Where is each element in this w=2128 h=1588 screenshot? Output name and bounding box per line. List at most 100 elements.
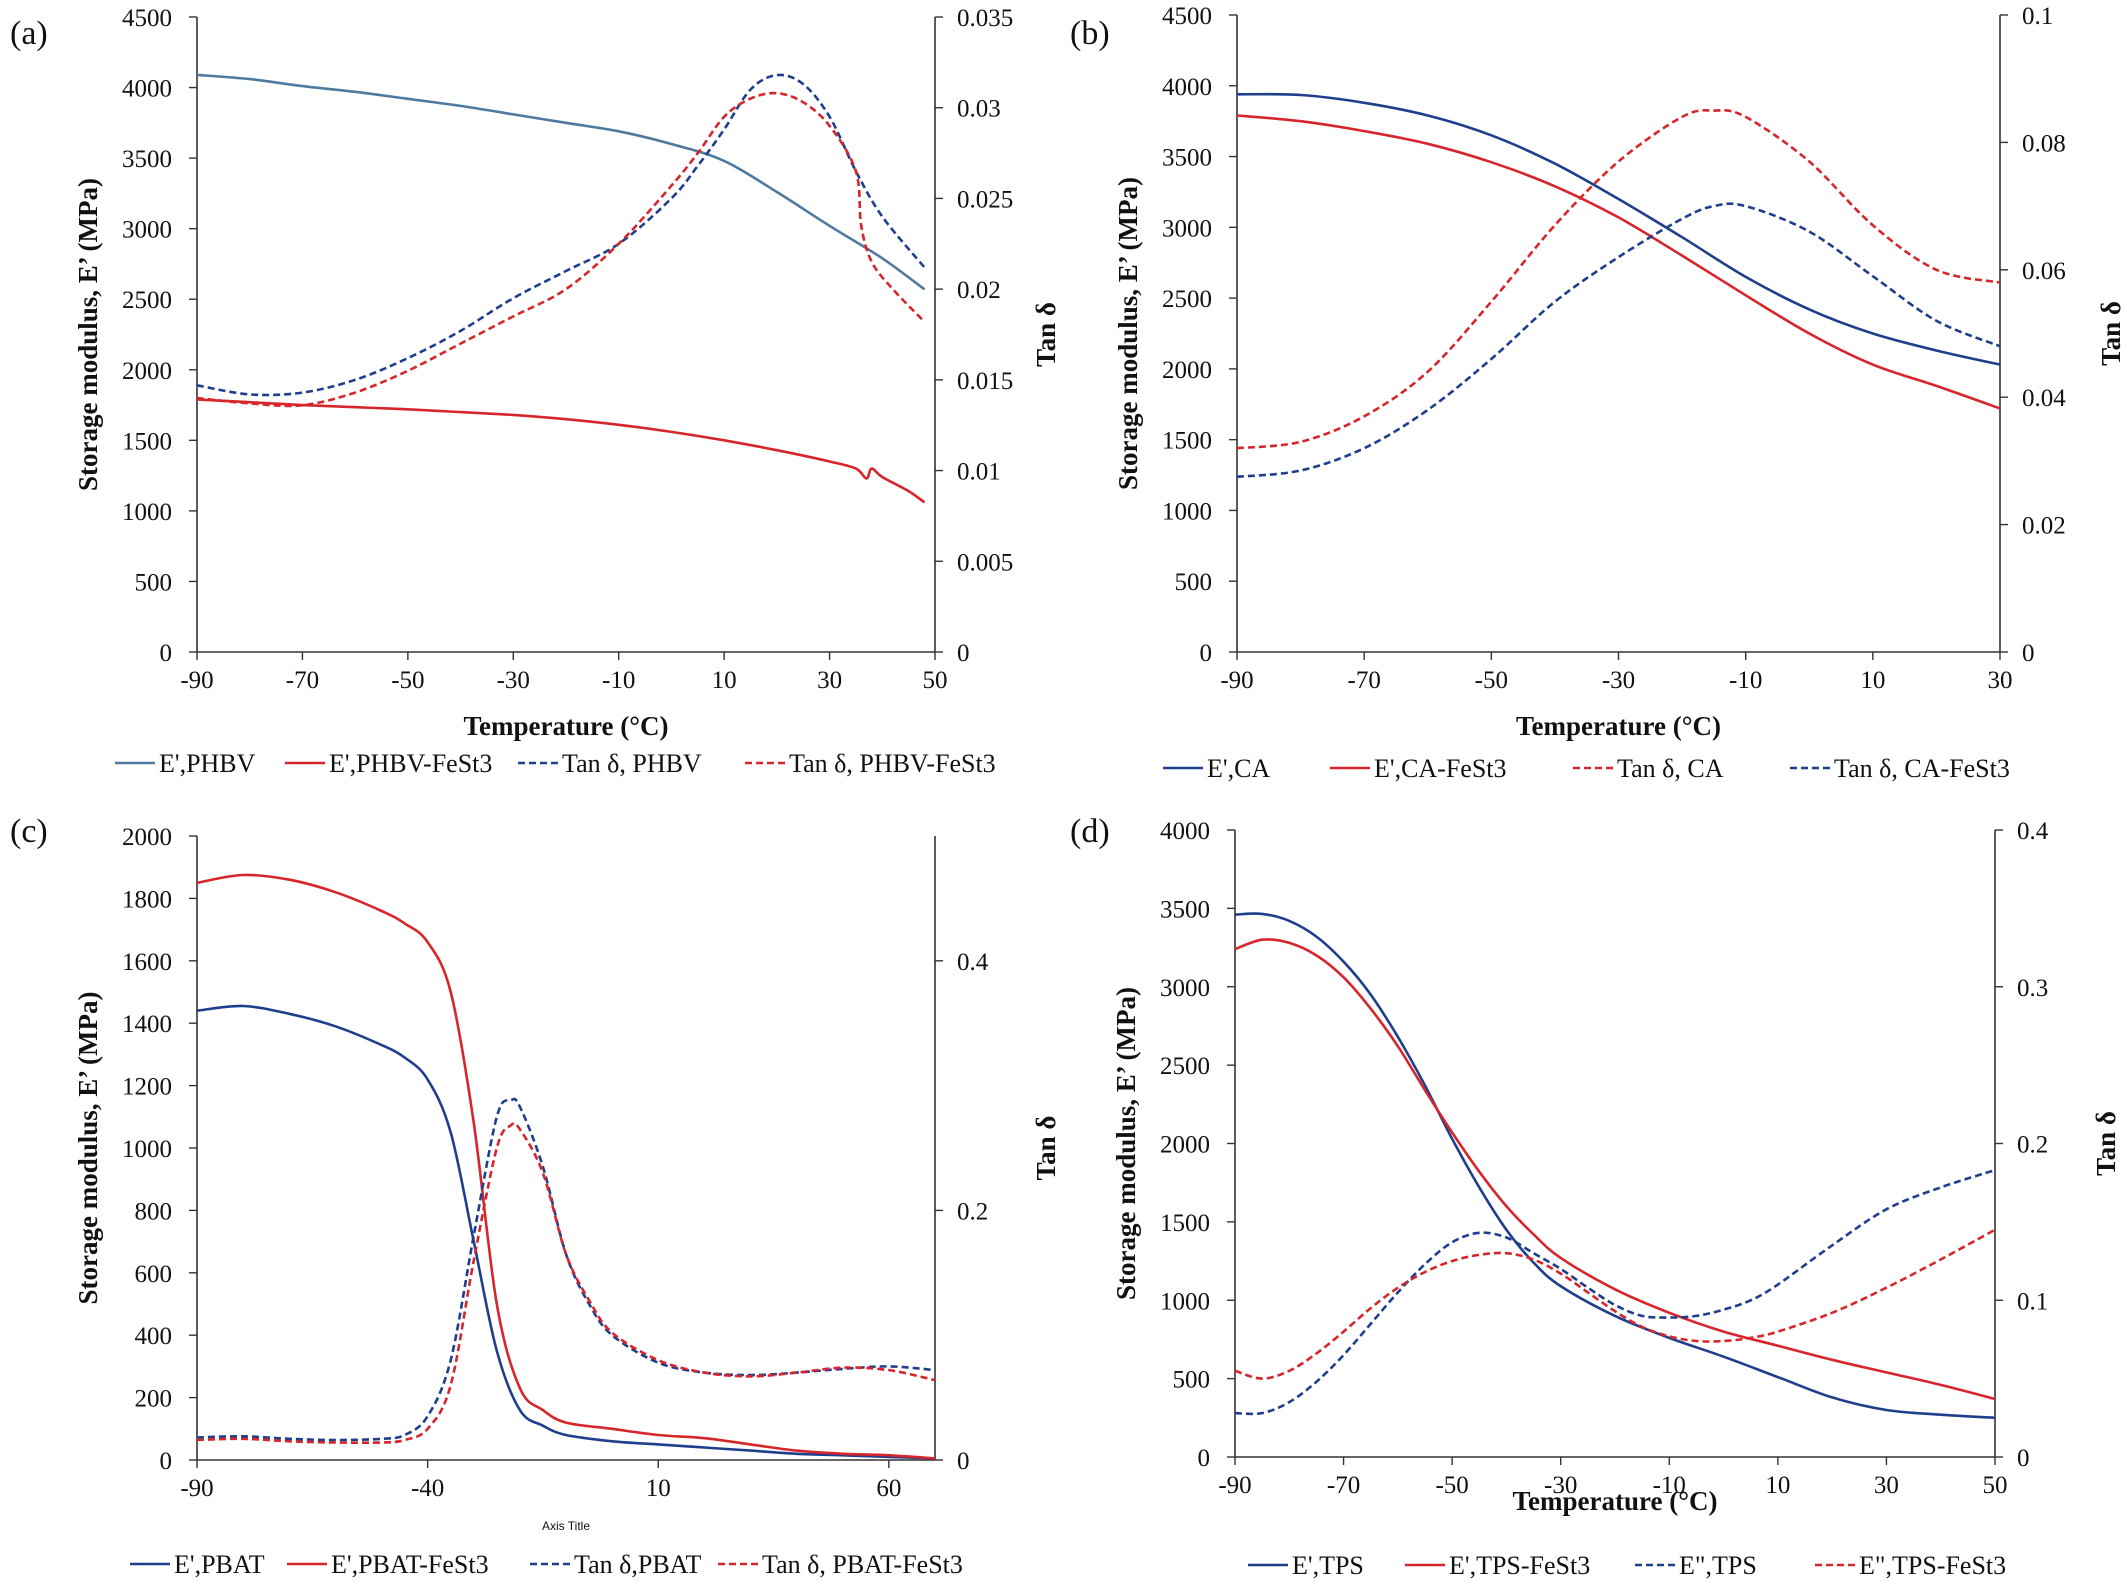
left-y-tick-label: 3000 [122, 217, 172, 244]
legend-item: Tan δ, PBAT-FeSt3 [718, 1550, 963, 1579]
chart-panel-b: (b) -90 -70 -50 -30 -10 10 30 0 500 1000 1500 2000 25… [1070, 3, 2126, 783]
x-tick-label: -30 [1602, 667, 1635, 694]
left-y-axis-title: Storage modulus, E’ (MPa) [73, 178, 103, 491]
left-y-tick-label: 200 [135, 1386, 173, 1413]
left-y-tick-label: 4000 [1160, 818, 1210, 845]
series-line-3 [1234, 1228, 1996, 1380]
right-y-tick-label: 0.015 [957, 368, 1013, 395]
left-y-tick-label: 0 [1200, 640, 1213, 667]
left-y-tick-label: 0 [160, 1448, 173, 1475]
series-line-0 [1236, 92, 2001, 366]
left-y-axis-title: Storage modulus, E’ (MPa) [73, 992, 103, 1305]
left-y-axis-title: Storage modulus, E’ (MPa) [1113, 177, 1143, 490]
left-y-tick-label: 400 [135, 1323, 173, 1350]
left-y-tick-label: 1000 [122, 499, 172, 526]
left-y-tick-label: 2000 [122, 358, 172, 385]
x-tick-label: -70 [286, 667, 319, 694]
x-tick-label: 30 [1874, 1472, 1899, 1499]
series-line-3 [196, 91, 926, 408]
right-y-tick-label: 0.02 [957, 277, 1001, 304]
series-line-0 [1234, 912, 1996, 1420]
legend-label: Tan δ, CA [1617, 754, 1724, 783]
left-y-tick-label: 1000 [1160, 1288, 1210, 1315]
legend-label: E',CA [1207, 754, 1270, 783]
left-y-tick-label: 500 [1173, 1367, 1211, 1394]
series-line-2 [1236, 109, 2001, 450]
x-tick-label: -10 [1729, 667, 1762, 694]
series-line-0 [196, 73, 926, 291]
left-y-tick-label: 3000 [1160, 975, 1210, 1002]
chart-panel-d: (d)-90 -70 -50 -30 -10 10 30 500500100015002000… [1070, 813, 2121, 1580]
legend-label: Tan δ,PBAT [574, 1550, 702, 1579]
legend-label: E',PBAT [174, 1550, 265, 1579]
left-y-tick-label: 3500 [1160, 896, 1210, 923]
legend-item: E',CA-FeSt3 [1330, 754, 1507, 783]
x-tick-label: -50 [1475, 667, 1508, 694]
left-y-tick-label: 1500 [1160, 1210, 1210, 1237]
x-tick-label: -90 [1220, 667, 1253, 694]
series-line-1 [1236, 114, 2001, 410]
x-axis-title: Temperature (°C) [1512, 1486, 1717, 1516]
right-y-tick-label: 0.03 [957, 96, 1001, 123]
x-tick-label: 50 [1983, 1472, 2008, 1499]
x-tick-label: -70 [1348, 667, 1381, 694]
right-y-tick-label: 0.01 [957, 459, 1001, 486]
x-tick-label: -90 [1218, 1472, 1251, 1499]
legend-item: E',PHBV-FeSt3 [285, 749, 492, 778]
x-axis-title: Temperature (°C) [463, 711, 668, 741]
series-line-1 [1234, 938, 1996, 1401]
series-line-2 [196, 1097, 936, 1442]
legend-item: Tan δ, CA [1573, 754, 1724, 783]
right-y-tick-label: 0 [957, 640, 970, 667]
x-tick-label: 10 [646, 1475, 671, 1502]
series-line-1 [196, 398, 926, 504]
right-y-tick-label: 0.04 [2022, 385, 2066, 412]
x-tick-label: 10 [1765, 1472, 1790, 1499]
legend-item: E',TPS-FeSt3 [1405, 1551, 1590, 1580]
series-line-3 [196, 1121, 936, 1445]
legend-label: E",TPS-FeSt3 [1859, 1551, 2006, 1580]
right-y-axis-title: Tan δ [1031, 302, 1061, 367]
left-y-tick-label: 2500 [1162, 286, 1212, 313]
legend-label: E',PHBV [159, 749, 256, 778]
panel-label: (a) [10, 15, 48, 52]
left-y-tick-label: 1000 [122, 1136, 172, 1163]
x-tick-label: 10 [712, 667, 737, 694]
right-y-tick-label: 0.1 [2017, 1288, 2048, 1315]
left-y-tick-label: 2000 [122, 824, 172, 851]
x-tick-label: -70 [1327, 1472, 1360, 1499]
left-y-tick-label: 1500 [122, 428, 172, 455]
panel-label: (b) [1070, 15, 1110, 52]
legend-item: Tan δ, PHBV-FeSt3 [745, 749, 996, 778]
right-y-tick-label: 0.005 [957, 549, 1013, 576]
x-tick-label: -40 [411, 1475, 444, 1502]
left-y-tick-label: 2500 [122, 287, 172, 314]
x-tick-label: 30 [1988, 667, 2013, 694]
legend-item: E",TPS [1635, 1551, 1757, 1580]
left-y-tick-label: 2000 [1162, 357, 1212, 384]
right-y-tick-label: 0.1 [2022, 3, 2053, 30]
right-y-tick-label: 0 [2022, 640, 2035, 667]
x-tick-label: -10 [1653, 1472, 1686, 1499]
x-tick-label: 30 [817, 667, 842, 694]
legend-label: E',PHBV-FeSt3 [329, 749, 492, 778]
left-y-tick-label: 2000 [1160, 1132, 1210, 1159]
series-line-2 [1234, 1168, 1996, 1416]
left-y-tick-label: 3500 [1162, 145, 1212, 172]
chart-panel-a: (a)-90 -70 -50 -30 -10 10 30 500500100015002000… [10, 5, 1061, 778]
legend-item: Tan δ, CA-FeSt3 [1790, 754, 2010, 783]
right-y-tick-label: 0.2 [957, 1198, 988, 1225]
right-y-tick-label: 0.08 [2022, 130, 2066, 157]
left-y-tick-label: 600 [135, 1261, 173, 1288]
left-y-tick-label: 4000 [1162, 74, 1212, 101]
x-axis-title: Temperature (°C) [1516, 711, 1721, 741]
left-y-tick-label: 1400 [122, 1011, 172, 1038]
right-y-tick-label: 0.025 [957, 186, 1013, 213]
x-tick-label: -90 [180, 1475, 213, 1502]
left-y-tick-label: 3500 [122, 146, 172, 173]
legend-item: E',PBAT-FeSt3 [287, 1550, 489, 1579]
right-y-tick-label: 0.4 [2017, 818, 2049, 845]
right-y-tick-label: 0.06 [2022, 258, 2066, 285]
x-tick-label: -90 [180, 667, 213, 694]
